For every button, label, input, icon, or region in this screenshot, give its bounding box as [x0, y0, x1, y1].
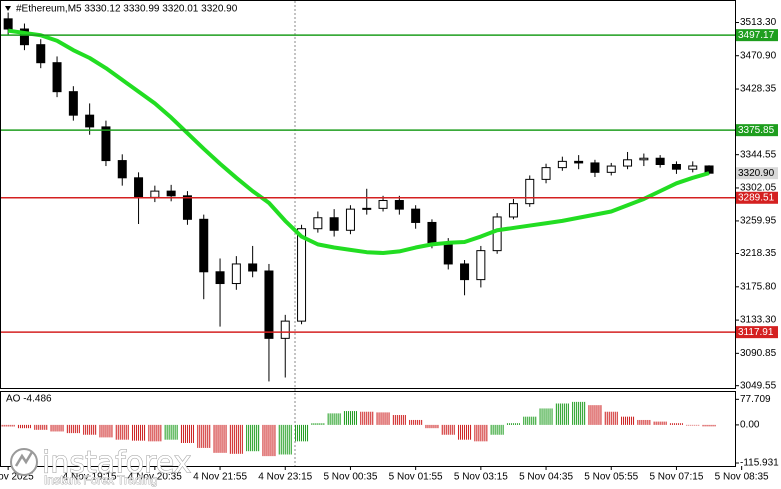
x-tick-label: 4 Nov 2025: [0, 472, 34, 483]
y-tick-label: 3090.85: [740, 348, 777, 359]
x-tick-label: 5 Nov 08:35: [715, 472, 769, 483]
candle-body: [639, 157, 649, 161]
candle-body: [557, 160, 567, 169]
x-tick-label: 5 Nov 03:15: [454, 472, 508, 483]
y-tick-label: 77.709: [740, 394, 771, 405]
x-tick-label: 5 Nov 00:35: [323, 472, 377, 483]
y-tick-label: 3259.95: [740, 216, 777, 227]
candle-body: [199, 218, 209, 273]
candle-body: [623, 159, 633, 167]
level-label: 3289.51: [738, 192, 775, 203]
candle-body: [297, 228, 307, 322]
y-tick-label: 0.00: [740, 420, 760, 431]
level-label-box: [736, 29, 778, 42]
level-label-box: [736, 326, 778, 339]
y-tick-label: 3344.55: [740, 149, 777, 160]
candle-body: [525, 178, 535, 205]
candle-body: [231, 263, 241, 285]
candle-body: [313, 217, 323, 230]
level-label: 3117.91: [738, 327, 774, 338]
candle-body: [101, 126, 111, 162]
logo: instaforex Instant Forex Trading: [10, 445, 192, 488]
candle-body: [574, 160, 584, 164]
x-tick-label: 4 Nov 23:15: [258, 472, 312, 483]
chart-title: #Ethereum,M5 3330.12 3330.99 3320.01 332…: [16, 4, 238, 15]
x-tick-label: 5 Nov 07:15: [649, 472, 703, 483]
logo-tagline: Instant Forex Trading: [44, 473, 157, 487]
candle-body: [36, 44, 46, 64]
candle-body: [280, 320, 290, 339]
candle-body: [394, 200, 404, 210]
candle-body: [655, 157, 665, 165]
last-price-label: 3320.90: [738, 168, 775, 179]
level-label: 3497.17: [738, 30, 775, 41]
candle-body: [378, 200, 388, 209]
ao-title: AO -4.486: [6, 394, 52, 405]
candle-body: [541, 167, 551, 180]
y-tick-label: 3133.30: [740, 315, 777, 326]
candle-body: [3, 18, 13, 30]
x-tick-label: 4 Nov 21:55: [193, 472, 247, 483]
candle-body: [460, 263, 470, 281]
menu-triangle: [5, 6, 11, 11]
candle-body: [345, 208, 355, 231]
last-price-box: [736, 167, 778, 180]
x-tick-label: 5 Nov 04:35: [519, 472, 573, 483]
candle-body: [182, 195, 192, 220]
candle-body: [590, 162, 600, 173]
candle-body: [85, 114, 95, 128]
level-label: 3375.85: [738, 125, 775, 136]
y-tick-label: 3302.05: [740, 183, 777, 194]
candle-body: [671, 163, 681, 170]
candle-body: [19, 28, 29, 46]
candle-body: [150, 190, 160, 198]
y-tick-label: 3175.80: [740, 281, 777, 292]
candle-body: [52, 62, 62, 93]
candle-body: [411, 208, 421, 223]
x-tick-label: 4 Nov 20:35: [128, 472, 182, 483]
y-tick-label: 3513.30: [740, 17, 777, 28]
candle-body: [264, 270, 274, 339]
x-tick-label: 4 Nov 19:15: [63, 472, 117, 483]
level-label-box: [736, 191, 778, 204]
candle-body: [248, 263, 258, 272]
candle-body: [329, 217, 339, 231]
candle-body: [508, 203, 518, 218]
moving-average: [7, 28, 710, 255]
logo-name: instaforex: [42, 446, 191, 481]
y-tick-label: 3470.90: [740, 50, 777, 61]
candle-body: [134, 177, 144, 198]
candle-body: [606, 165, 616, 173]
y-tick-label: 3218.35: [740, 248, 777, 259]
candle-body: [117, 160, 127, 179]
logo-icon: [10, 448, 38, 476]
candle-body: [492, 216, 502, 252]
y-tick-label: 3428.35: [740, 84, 777, 95]
candle-body: [215, 271, 225, 285]
y-tick-label: 3049.55: [740, 380, 777, 391]
ao-panel-frame: [0, 391, 736, 467]
candle-body: [68, 91, 78, 116]
level-label-box: [736, 124, 778, 137]
x-tick-label: 5 Nov 01:55: [389, 472, 443, 483]
candle-body: [476, 250, 486, 281]
main-panel-frame: [0, 0, 736, 389]
candle-body: [443, 242, 453, 265]
candle-body: [688, 165, 698, 170]
y-tick-label: -115.931: [740, 458, 779, 469]
x-tick-label: 5 Nov 05:55: [584, 472, 638, 483]
candle-body: [427, 221, 437, 244]
logo-icon-mark: [14, 451, 34, 467]
candle-body: [166, 190, 176, 197]
candle-body: [362, 207, 372, 210]
